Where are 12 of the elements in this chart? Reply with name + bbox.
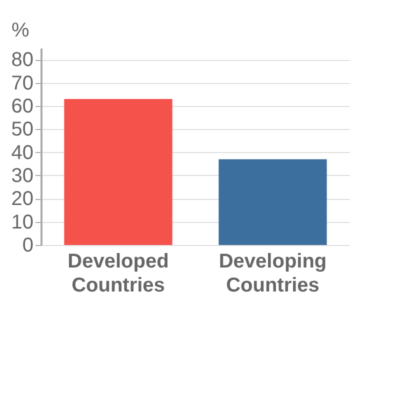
y-tick-label: 60 — [11, 95, 34, 118]
y-tick-label: 40 — [11, 142, 34, 164]
x-tick-label: Developed Countries — [68, 250, 169, 296]
y-tick-label: 50 — [11, 118, 34, 141]
y-tick-label: 10 — [11, 211, 34, 234]
y-axis-title: % — [12, 20, 30, 42]
y-tick-label: 30 — [11, 164, 34, 187]
y-tick-label: 20 — [11, 188, 34, 210]
y-tick-label: 0 — [22, 234, 34, 256]
y-tick-label: 80 — [11, 49, 34, 72]
x-tick-label: Developing Countries — [218, 250, 327, 296]
y-tick-label: 70 — [11, 72, 34, 94]
